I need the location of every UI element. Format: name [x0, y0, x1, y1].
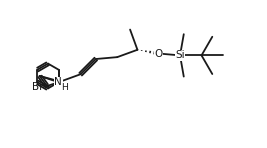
Text: H: H	[61, 83, 68, 92]
Text: Br: Br	[32, 82, 43, 92]
Text: Si: Si	[175, 50, 185, 60]
Text: O: O	[155, 49, 163, 58]
Text: N: N	[54, 77, 62, 87]
